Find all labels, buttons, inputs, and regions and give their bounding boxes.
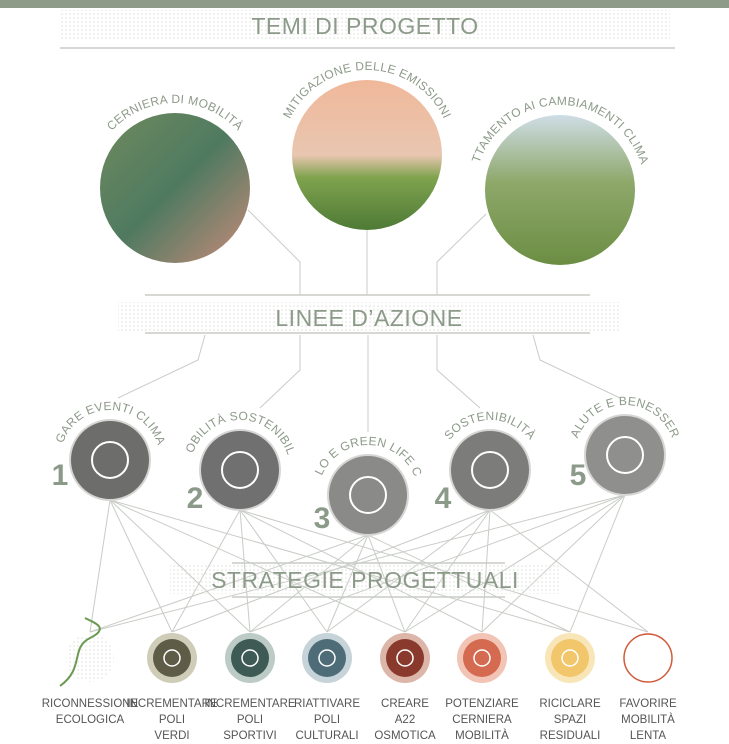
connector	[248, 210, 300, 295]
connector	[118, 335, 205, 398]
strategy-label: RIATTIVARE	[294, 698, 360, 710]
theme-image	[485, 115, 635, 265]
action-icon	[328, 455, 408, 535]
connector	[260, 335, 300, 408]
strategy-label: SPORTIVI	[223, 730, 276, 742]
section-title: LINEE D’AZIONE	[275, 305, 462, 331]
connector	[110, 500, 172, 632]
diagram: TEMI DI PROGETTOCERNIERA DI MOBILITÀMITI…	[0, 0, 729, 744]
action-icon	[450, 430, 530, 510]
strategy-label: CREARE	[381, 698, 429, 710]
strategy-label: SPAZI	[554, 714, 586, 726]
action-number: 1	[52, 459, 69, 492]
strategy-label: CERNIERA	[452, 714, 512, 726]
connector	[570, 495, 625, 632]
section-title: TEMI DI PROGETTO	[251, 13, 478, 39]
action-icon	[200, 430, 280, 510]
strategy-label: MOBILITÀ	[621, 713, 675, 726]
strategy-label: RESIDUALI	[540, 730, 601, 742]
connector	[437, 214, 486, 295]
connector	[90, 500, 110, 632]
section-title: STRATEGIE PROGETTUALI	[211, 567, 519, 593]
strategy-label: INCREMENTARE	[204, 698, 295, 710]
strategy-icon	[624, 634, 672, 682]
strategy-label: VERDI	[154, 730, 189, 742]
action-icon	[585, 415, 665, 495]
connector	[533, 335, 620, 398]
theme-image	[292, 80, 442, 230]
strategy-icon	[551, 639, 589, 677]
action-number: 2	[187, 482, 204, 515]
strategy-icon	[66, 634, 114, 682]
strategy-icon	[386, 639, 424, 677]
strategy-label: POLI	[314, 714, 340, 726]
strategy-icon	[153, 639, 191, 677]
strategy-icon	[308, 639, 346, 677]
strategy-label: MOBILITÀ	[455, 729, 509, 742]
strategy-label: RICONNESSIONE	[42, 698, 139, 710]
theme-image	[100, 113, 250, 263]
strategy-label: POTENZIARE	[445, 698, 519, 710]
strategy-icon	[463, 639, 501, 677]
strategy-label: A22	[395, 714, 415, 726]
connector	[437, 335, 480, 408]
strategy-label: POLI	[237, 714, 263, 726]
action-number: 4	[435, 482, 452, 515]
strategy-label: RICICLARE	[539, 698, 601, 710]
strategy-label: FAVORIRE	[619, 698, 677, 710]
strategy-label: CULTURALI	[295, 730, 358, 742]
action-icon	[70, 420, 150, 500]
strategy-label: LENTA	[630, 730, 667, 742]
strategy-label: OSMOTICA	[374, 730, 436, 742]
action-number: 3	[314, 502, 331, 535]
strategy-icon	[231, 639, 269, 677]
action-number: 5	[570, 459, 587, 492]
strategy-label: ECOLOGICA	[56, 714, 125, 726]
strategy-label: POLI	[159, 714, 185, 726]
top-bar	[0, 0, 729, 8]
